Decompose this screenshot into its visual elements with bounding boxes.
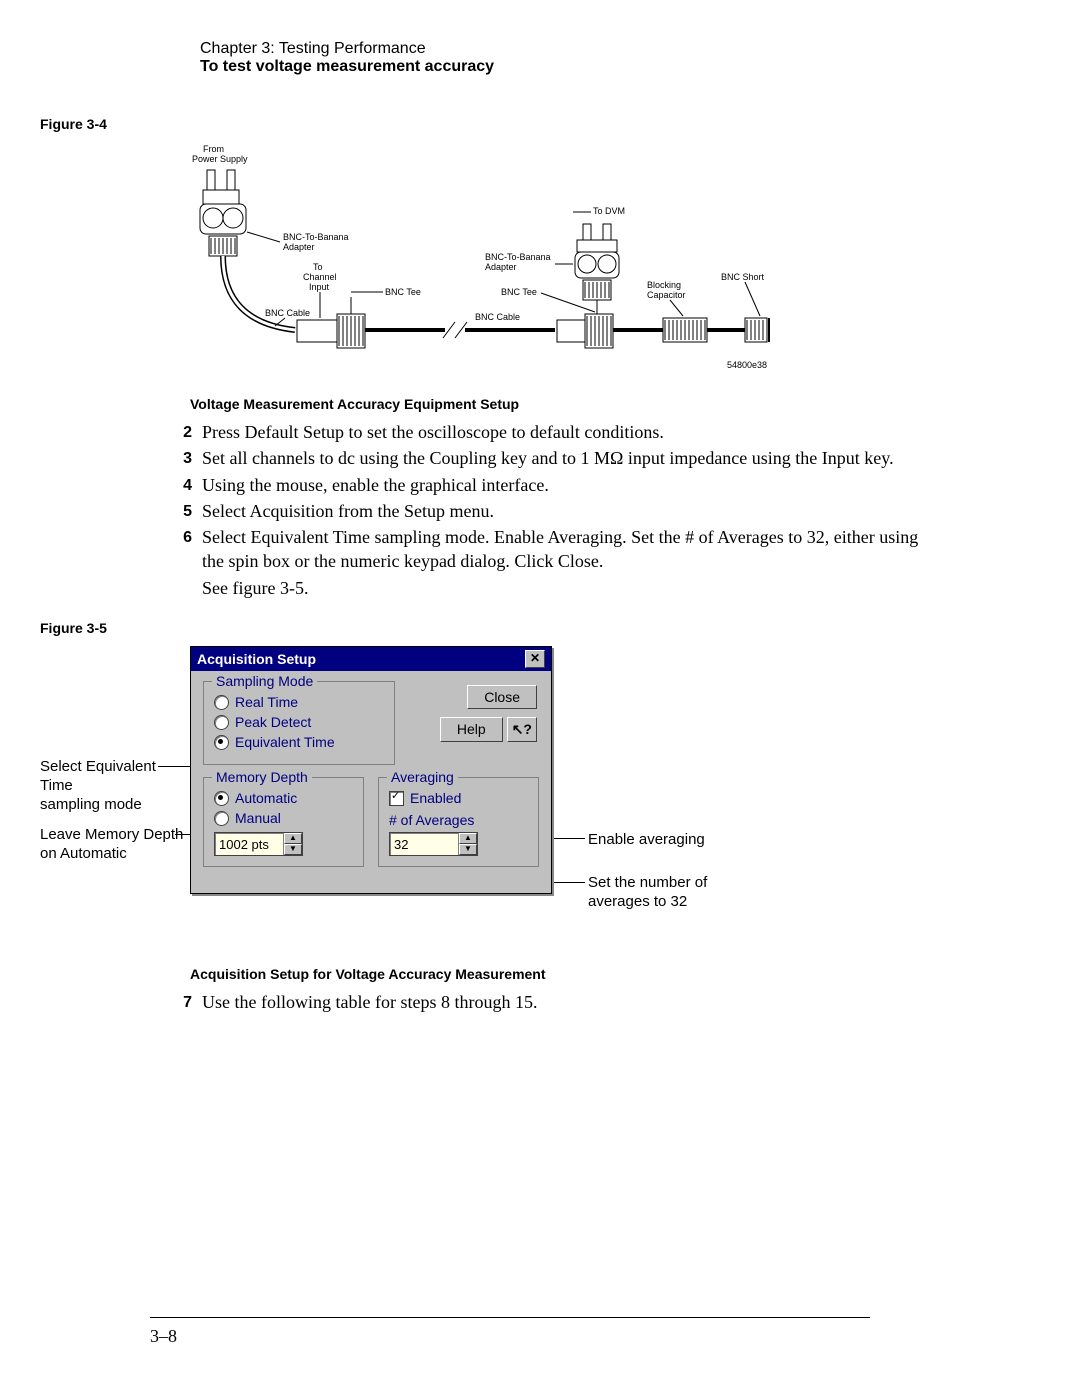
- radio-peak-detect[interactable]: Peak Detect: [214, 714, 384, 730]
- step-num: 6: [170, 525, 192, 574]
- radio-icon: [214, 695, 229, 710]
- step-text: Press Default Setup to set the oscillosc…: [202, 420, 664, 444]
- step-text: Select Acquisition from the Setup menu.: [202, 499, 494, 523]
- spinner-up-icon[interactable]: ▲: [459, 833, 477, 844]
- step-text: Select Equivalent Time sampling mode. En…: [202, 525, 922, 574]
- svg-text:Power Supply: Power Supply: [192, 154, 248, 164]
- help-button[interactable]: Help: [440, 717, 503, 742]
- radio-icon: [214, 735, 229, 750]
- dialog-titlebar[interactable]: Acquisition Setup ✕: [191, 647, 551, 671]
- radio-real-time[interactable]: Real Time: [214, 694, 384, 710]
- svg-text:Adapter: Adapter: [283, 242, 315, 252]
- spinner-down-icon[interactable]: ▼: [459, 844, 477, 855]
- svg-text:BNC Short: BNC Short: [721, 272, 765, 282]
- figure-3-5-label: Figure 3-5: [40, 620, 960, 636]
- svg-text:BNC-To-Banana: BNC-To-Banana: [283, 232, 349, 242]
- num-averages-spinner[interactable]: ▲▼: [389, 832, 478, 856]
- svg-text:BNC Cable: BNC Cable: [265, 308, 310, 318]
- steps-list-a: 2 Press Default Setup to set the oscillos…: [170, 420, 960, 600]
- radio-automatic[interactable]: Automatic: [214, 790, 353, 806]
- footer-rule: [150, 1317, 870, 1318]
- checkbox-enabled[interactable]: Enabled: [389, 790, 528, 806]
- svg-text:Input: Input: [309, 282, 330, 292]
- step-num: 2: [170, 420, 192, 444]
- see-figure-note: See figure 3-5.: [202, 576, 960, 600]
- step-num: 7: [170, 990, 192, 1014]
- steps-list-b: 7 Use the following table for steps 8 thr…: [170, 990, 960, 1014]
- svg-text:54800e38: 54800e38: [727, 360, 767, 370]
- svg-text:Adapter: Adapter: [485, 262, 517, 272]
- step-text: Using the mouse, enable the graphical in…: [202, 473, 549, 497]
- radio-equivalent-time[interactable]: Equivalent Time: [214, 734, 384, 750]
- annot-num-averages: Set the number ofaverages to 32: [588, 874, 707, 912]
- radio-icon: [214, 791, 229, 806]
- spinner-up-icon[interactable]: ▲: [284, 833, 302, 844]
- sampling-legend: Sampling Mode: [212, 673, 317, 689]
- close-button[interactable]: Close: [467, 685, 537, 709]
- svg-text:BNC Tee: BNC Tee: [501, 287, 537, 297]
- averaging-legend: Averaging: [387, 769, 458, 785]
- spinner-down-icon[interactable]: ▼: [284, 844, 302, 855]
- close-icon[interactable]: ✕: [525, 650, 545, 668]
- memory-legend: Memory Depth: [212, 769, 312, 785]
- section-line: To test voltage measurement accuracy: [200, 58, 960, 76]
- num-averages-label: # of Averages: [389, 812, 528, 828]
- sampling-mode-group: Sampling Mode Real Time Peak Detect Equi…: [203, 681, 395, 765]
- figure-3-5-caption: Acquisition Setup for Voltage Accuracy M…: [190, 966, 960, 982]
- svg-text:BNC-To-Banana: BNC-To-Banana: [485, 252, 551, 262]
- figure-3-4-caption: Voltage Measurement Accuracy Equipment S…: [190, 396, 960, 412]
- svg-text:Channel: Channel: [303, 272, 337, 282]
- radio-icon: [214, 715, 229, 730]
- figure-3-4-label: Figure 3-4: [40, 116, 960, 132]
- svg-text:To: To: [313, 262, 323, 272]
- step-num: 5: [170, 499, 192, 523]
- svg-text:BNC Cable: BNC Cable: [475, 312, 520, 322]
- annot-enable-averaging: Enable averaging: [588, 831, 705, 850]
- memory-pts-input[interactable]: [215, 833, 283, 855]
- radio-manual[interactable]: Manual: [214, 810, 353, 826]
- step-text: Use the following table for steps 8 thro…: [202, 990, 537, 1014]
- radio-icon: [214, 811, 229, 826]
- whats-this-button[interactable]: ↖?: [507, 717, 537, 742]
- memory-pts-spinner[interactable]: ▲▼: [214, 832, 303, 856]
- step-num: 3: [170, 446, 192, 470]
- chapter-line: Chapter 3: Testing Performance: [200, 40, 960, 58]
- averaging-group: Averaging Enabled # of Averages ▲▼: [378, 777, 539, 867]
- memory-depth-group: Memory Depth Automatic Manual ▲▼: [203, 777, 364, 867]
- step-text: Set all channels to dc using the Couplin…: [202, 446, 894, 470]
- svg-text:From: From: [203, 144, 224, 154]
- equipment-setup-diagram: From Power Supply BNC-To-Banana Adapter: [185, 142, 795, 378]
- step-num: 4: [170, 473, 192, 497]
- checkbox-icon: [389, 791, 404, 806]
- dialog-title: Acquisition Setup: [197, 651, 316, 667]
- page-number: 3–8: [150, 1326, 960, 1347]
- svg-text:Blocking: Blocking: [647, 280, 681, 290]
- annot-memory-depth: Leave Memory Depthon Automatic: [40, 826, 190, 864]
- num-averages-input[interactable]: [390, 833, 458, 855]
- acquisition-setup-dialog: Acquisition Setup ✕ Close Help ↖? Sampli…: [190, 646, 552, 894]
- svg-text:BNC Tee: BNC Tee: [385, 287, 421, 297]
- svg-text:To DVM: To DVM: [593, 206, 625, 216]
- svg-text:Capacitor: Capacitor: [647, 290, 686, 300]
